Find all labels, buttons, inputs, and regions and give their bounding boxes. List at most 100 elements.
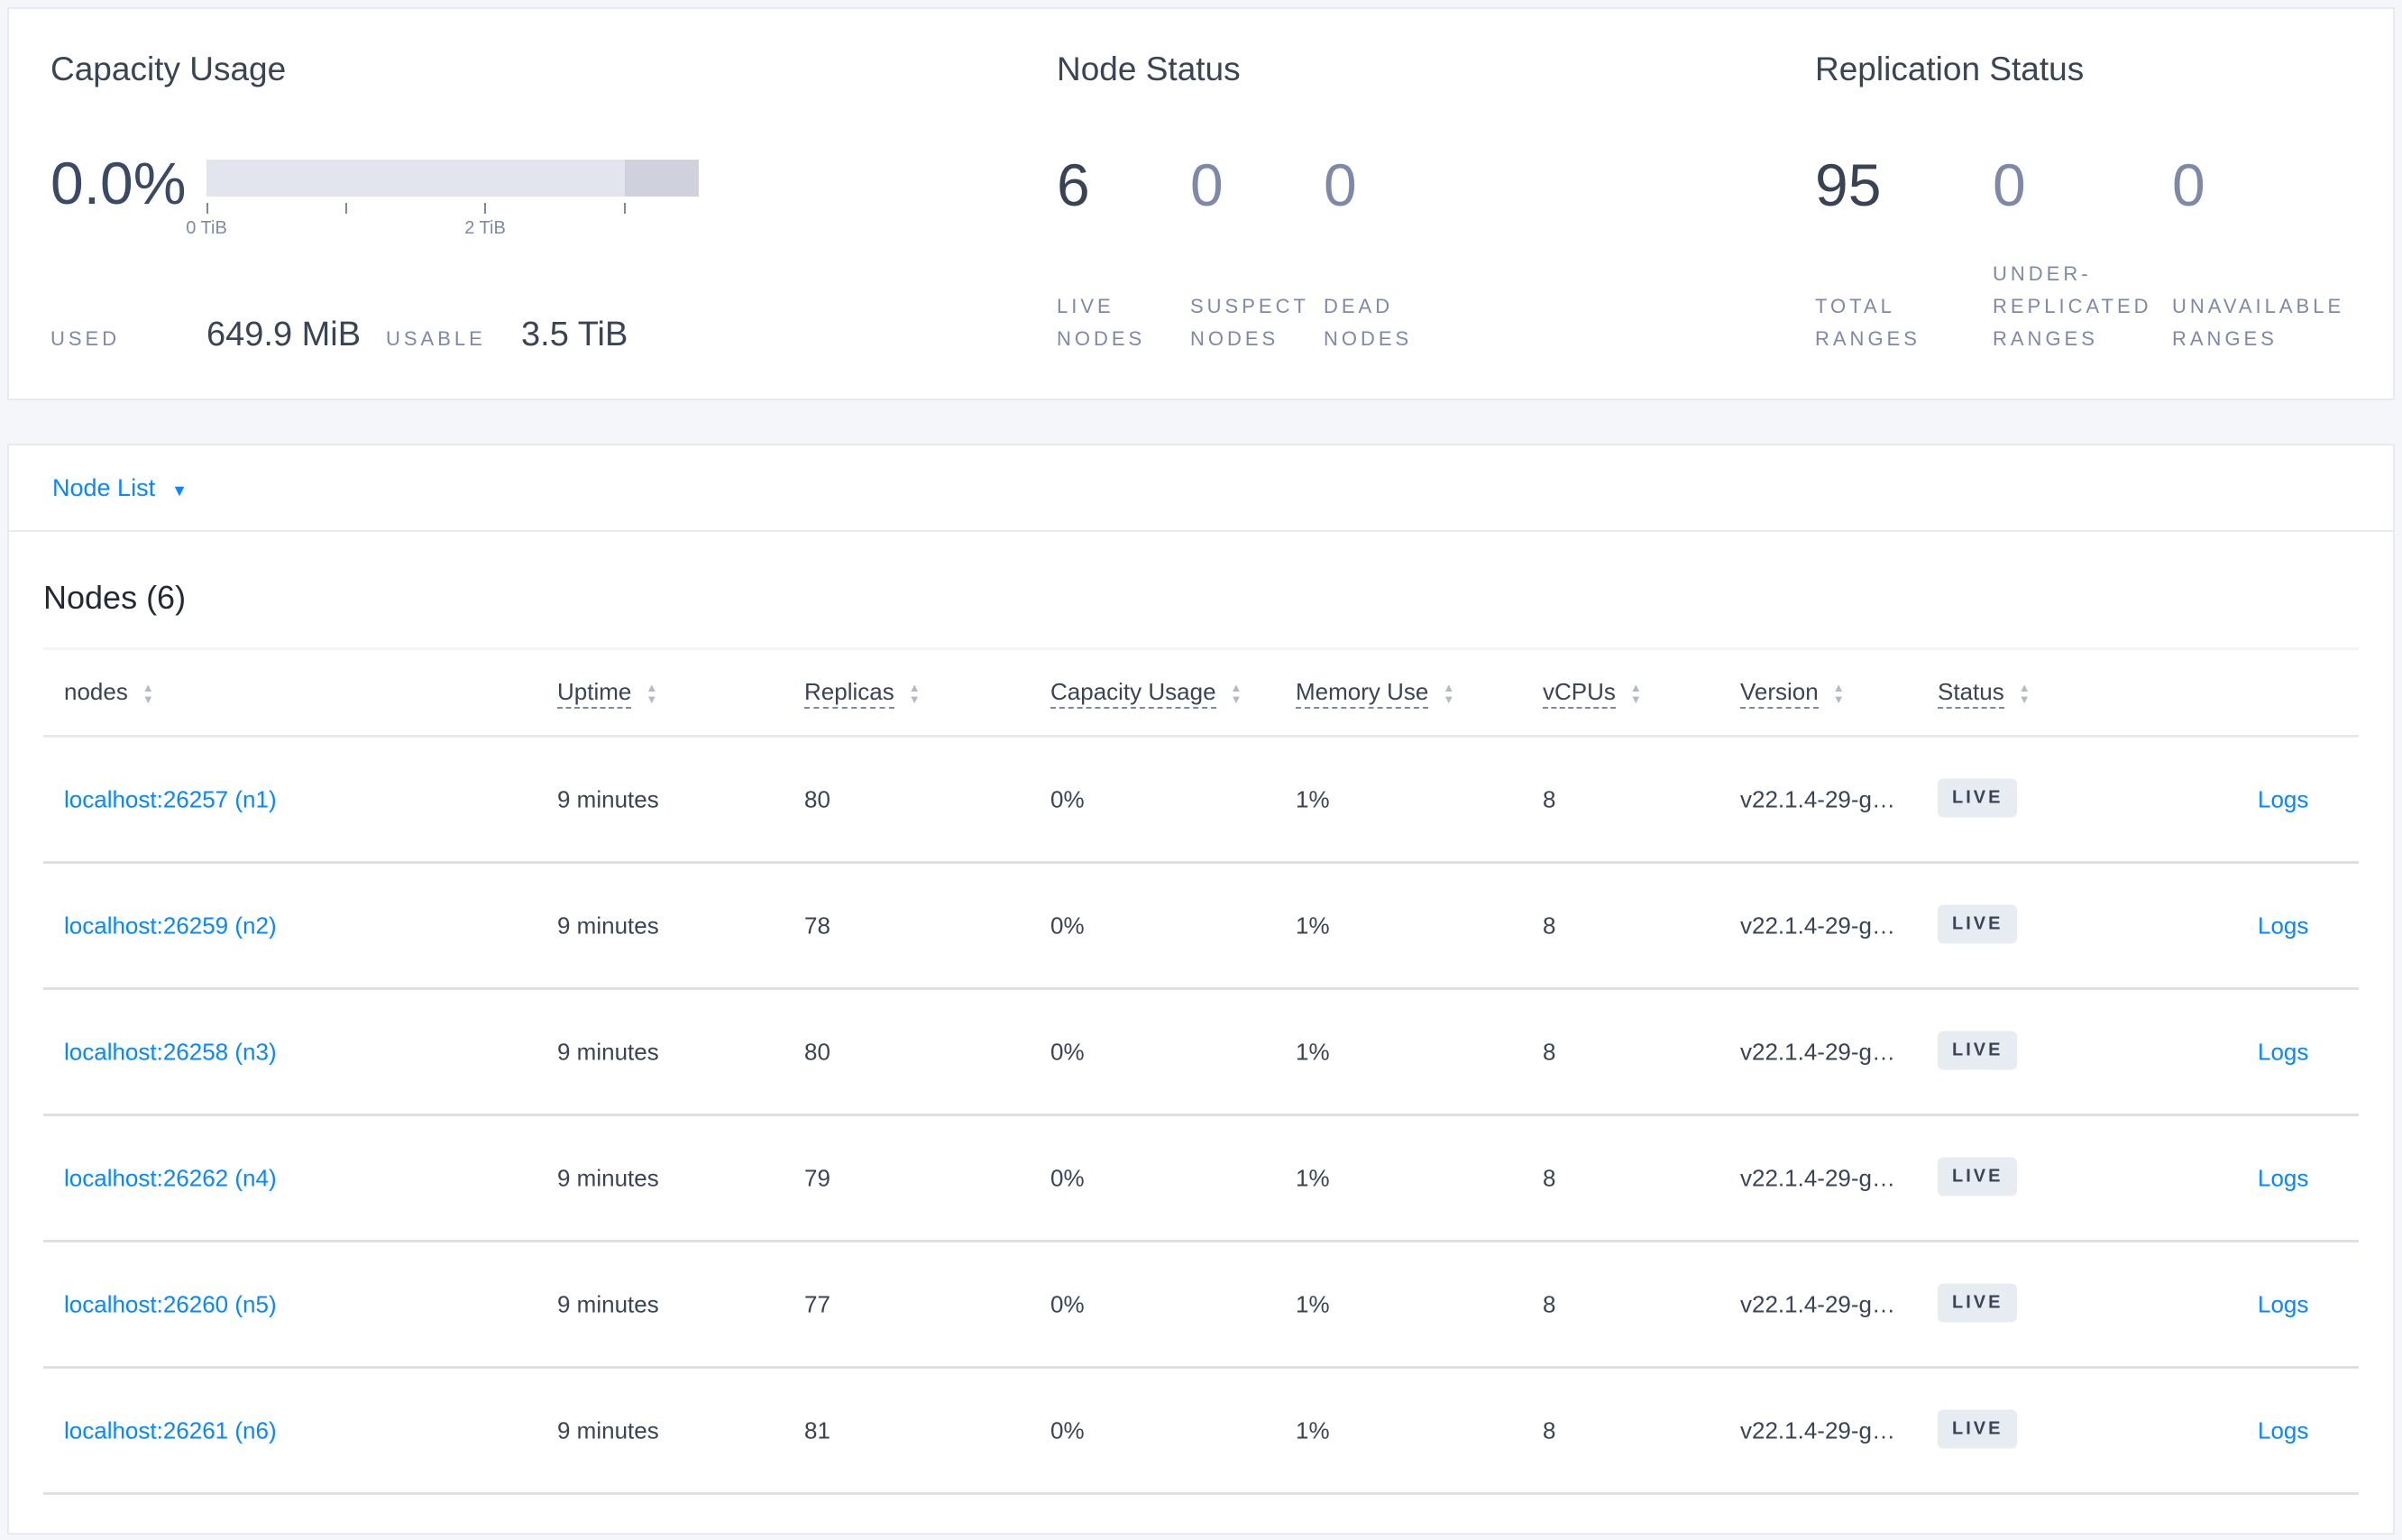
- suspect-nodes-count: 0: [1190, 151, 1224, 218]
- used-label: USED: [50, 327, 121, 350]
- cell-vcpus: 8: [1543, 1416, 1556, 1444]
- cell-version: v22.1.4-29-g…: [1740, 785, 1895, 813]
- logs-link[interactable]: Logs: [2258, 912, 2309, 940]
- node-list-dropdown[interactable]: Node List ▼: [52, 474, 188, 501]
- logs-link[interactable]: Logs: [2258, 1290, 2309, 1318]
- logs-link[interactable]: Logs: [2258, 1416, 2309, 1444]
- status-badge: LIVE: [1938, 1157, 2018, 1196]
- under-replicated-label: UNDER- REPLICATED RANGES: [1993, 262, 2152, 350]
- row-divider: [43, 1240, 2359, 1242]
- status-badge: LIVE: [1938, 904, 2018, 944]
- status-badge: LIVE: [1938, 1283, 2018, 1323]
- logs-link[interactable]: Logs: [2258, 785, 2309, 813]
- tick: [624, 203, 626, 214]
- divider: [43, 735, 2359, 738]
- node-link[interactable]: localhost:26262 (n4): [64, 1164, 277, 1192]
- row-divider: [43, 987, 2359, 990]
- cell-memory: 1%: [1296, 912, 1330, 940]
- node-link[interactable]: localhost:26258 (n3): [64, 1038, 277, 1066]
- sort-icon[interactable]: ▲ ▼: [142, 681, 154, 707]
- cell-uptime: 9 minutes: [557, 785, 659, 813]
- column-header-5[interactable]: vCPUs ▲ ▼: [1543, 678, 1642, 709]
- logs-link[interactable]: Logs: [2258, 1038, 2309, 1066]
- divider: [43, 647, 2359, 650]
- capacity-bar-usable: [625, 160, 699, 197]
- cell-capacity: 0%: [1050, 1038, 1085, 1066]
- cell-vcpus: 8: [1543, 1164, 1556, 1192]
- cell-capacity: 0%: [1050, 785, 1085, 813]
- cell-capacity: 0%: [1050, 912, 1085, 940]
- cell-replicas: 81: [804, 1416, 830, 1444]
- tick: [206, 203, 208, 214]
- live-nodes-count: 6: [1057, 151, 1090, 218]
- tick-label: 0 TiB: [186, 218, 227, 238]
- sort-icon[interactable]: ▲ ▼: [646, 681, 658, 707]
- used-value: 649.9 MiB: [206, 316, 362, 353]
- status-badge: LIVE: [1938, 778, 2018, 818]
- cell-memory: 1%: [1296, 785, 1330, 813]
- node-link[interactable]: localhost:26259 (n2): [64, 912, 277, 940]
- cell-version: v22.1.4-29-g…: [1740, 1164, 1895, 1192]
- cell-uptime: 9 minutes: [557, 912, 659, 940]
- tick-label: 2 TiB: [464, 218, 506, 238]
- logs-link[interactable]: Logs: [2258, 1164, 2309, 1192]
- sort-icon[interactable]: ▲ ▼: [1443, 681, 1455, 707]
- column-header-3[interactable]: Capacity Usage ▲ ▼: [1050, 678, 1242, 709]
- suspect-nodes-label: SUSPECT NODES: [1190, 295, 1309, 350]
- cell-replicas: 77: [804, 1290, 830, 1318]
- summary-card: [7, 7, 2395, 400]
- sort-icon[interactable]: ▲ ▼: [2018, 681, 2031, 707]
- column-header-6[interactable]: Version ▲ ▼: [1740, 678, 1845, 709]
- column-header-2[interactable]: Replicas ▲ ▼: [804, 678, 921, 709]
- cell-capacity: 0%: [1050, 1164, 1085, 1192]
- cell-version: v22.1.4-29-g…: [1740, 1416, 1895, 1444]
- sort-icon[interactable]: ▲ ▼: [1230, 681, 1242, 707]
- cell-version: v22.1.4-29-g…: [1740, 912, 1895, 940]
- column-header-7[interactable]: Status ▲ ▼: [1938, 678, 2031, 709]
- node-link[interactable]: localhost:26260 (n5): [64, 1290, 277, 1318]
- column-header-1[interactable]: Uptime ▲ ▼: [557, 678, 658, 709]
- total-ranges-count: 95: [1815, 151, 1882, 218]
- dead-nodes-count: 0: [1324, 151, 1357, 218]
- cell-capacity: 0%: [1050, 1290, 1085, 1318]
- usable-label: USABLE: [386, 327, 486, 350]
- status-badge: LIVE: [1938, 1031, 2018, 1070]
- cell-vcpus: 8: [1543, 1290, 1556, 1318]
- caret-down-icon: ▼: [171, 481, 188, 500]
- dead-nodes-label: DEAD NODES: [1324, 295, 1413, 350]
- cell-vcpus: 8: [1543, 1038, 1556, 1066]
- sort-icon[interactable]: ▲ ▼: [1832, 681, 1845, 707]
- table-title: Nodes (6): [43, 579, 187, 616]
- capacity-bar: [206, 160, 699, 197]
- capacity-percent: 0.0%: [50, 150, 187, 216]
- tick: [345, 203, 347, 214]
- live-nodes-label: LIVE NODES: [1057, 295, 1146, 350]
- cell-replicas: 79: [804, 1164, 830, 1192]
- sort-icon[interactable]: ▲ ▼: [1629, 681, 1642, 707]
- unavailable-count: 0: [2172, 151, 2205, 218]
- cell-uptime: 9 minutes: [557, 1416, 659, 1444]
- capacity-title: Capacity Usage: [50, 50, 287, 87]
- node-link[interactable]: localhost:26257 (n1): [64, 785, 277, 813]
- status-badge: LIVE: [1938, 1409, 2018, 1449]
- column-header-0[interactable]: nodes ▲ ▼: [64, 678, 154, 707]
- cell-memory: 1%: [1296, 1416, 1330, 1444]
- cell-memory: 1%: [1296, 1038, 1330, 1066]
- cell-uptime: 9 minutes: [557, 1164, 659, 1192]
- node-status-title: Node Status: [1057, 50, 1241, 87]
- cell-version: v22.1.4-29-g…: [1740, 1290, 1895, 1318]
- cell-vcpus: 8: [1543, 785, 1556, 813]
- sort-icon[interactable]: ▲ ▼: [908, 681, 921, 707]
- usable-value: 3.5 TiB: [521, 316, 628, 353]
- cell-version: v22.1.4-29-g…: [1740, 1038, 1895, 1066]
- cell-replicas: 78: [804, 912, 830, 940]
- unavailable-label: UNAVAILABLE RANGES: [2172, 295, 2345, 350]
- view-selector-divider: [7, 530, 2395, 532]
- under-replicated-count: 0: [1993, 151, 2026, 218]
- cell-uptime: 9 minutes: [557, 1038, 659, 1066]
- row-divider: [43, 1366, 2359, 1369]
- column-header-4[interactable]: Memory Use ▲ ▼: [1296, 678, 1455, 709]
- row-divider: [43, 861, 2359, 864]
- node-link[interactable]: localhost:26261 (n6): [64, 1416, 277, 1444]
- cell-replicas: 80: [804, 785, 830, 813]
